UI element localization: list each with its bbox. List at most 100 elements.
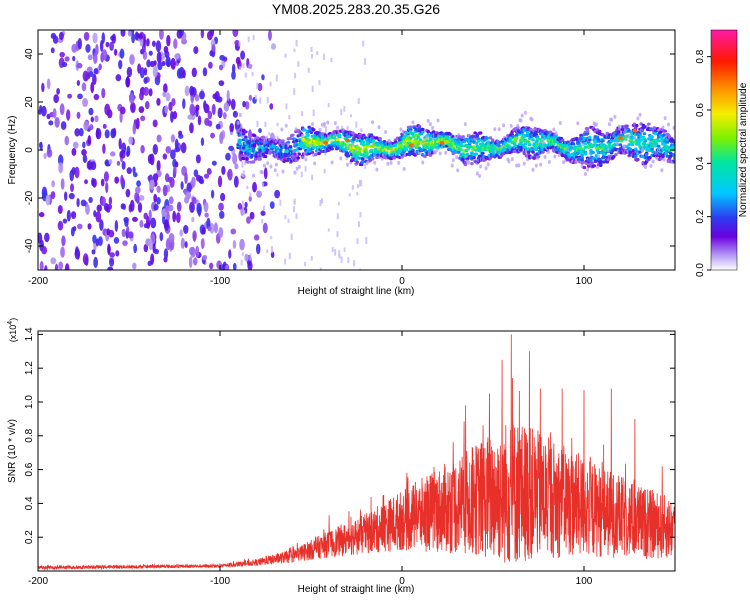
heatmap-cell [428,122,432,127]
heatmap-cell [272,135,276,140]
heatmap-cell [591,150,595,155]
heatmap-cell [251,146,256,151]
heatmap-cell [193,46,199,55]
heatmap-cell [264,121,267,128]
heatmap-cell [288,252,291,260]
heatmap-cell [212,93,218,100]
heatmap-cell [253,234,260,241]
heatmap-cell [216,260,222,270]
heatmap-cell [269,81,272,87]
heatmap-cell [571,142,576,146]
heatmap-cell [249,211,255,220]
heatmap-cell [48,120,54,126]
y-tick-label: 1.2 [24,361,35,375]
colorbar-gradient [710,29,738,271]
heatmap-cell [514,136,519,140]
heatmap-cell [152,143,159,155]
heatmap-cell [351,185,354,190]
heatmap-cell [148,209,152,221]
heatmap-cell [165,145,172,154]
heatmap-cell [105,181,109,194]
heatmap-cell [597,154,601,159]
heatmap-cell [365,152,369,156]
heatmap-cell [191,176,196,188]
heatmap-cell [210,132,215,139]
heatmap-cell [247,36,250,43]
heatmap-cell [516,123,520,128]
heatmap-cell [256,243,261,255]
heatmap-cell [61,235,66,247]
heatmap-cell [672,154,675,158]
heatmap-cell [586,145,591,149]
heatmap-cell [522,161,526,166]
heatmap-cell [172,111,178,120]
heatmap-cell [52,108,57,119]
heatmap-cell [311,128,316,132]
heatmap-cell [531,138,535,142]
heatmap-cell [534,163,538,168]
heatmap-cell [172,165,177,176]
heatmap-cell [57,154,64,166]
heatmap-cell [241,157,246,161]
heatmap-cell [238,41,241,47]
heatmap-cell [554,135,558,139]
heatmap-cell [249,253,252,261]
heatmap-cell [650,147,654,151]
heatmap-cell [219,132,224,145]
heatmap-cell [242,170,245,178]
heatmap-cell [485,136,489,140]
heatmap-cell [41,246,48,255]
heatmap-cell [583,172,587,177]
heatmap-cell [284,53,287,58]
y-tick-label: 0 [24,147,35,153]
heatmap-cell [260,170,264,175]
heatmap-cell [127,30,132,37]
heatmap-cell [399,127,403,132]
heatmap-cell [468,154,473,158]
heatmap-cell [316,51,319,55]
heatmap-cell [644,164,648,169]
heatmap-cell [188,246,195,256]
spectrogram-x-label: Height of straight line (km) [298,286,415,297]
heatmap-cell [232,110,238,118]
heatmap-cell [109,252,116,258]
chart-title: YM08.2025.283.20.35.G26 [272,1,440,17]
heatmap-cell [431,125,435,130]
heatmap-cell [461,135,465,139]
heatmap-cell [393,140,398,144]
heatmap-cell [444,150,448,155]
heatmap-cell [148,50,153,56]
heatmap-cell [198,175,204,184]
heatmap-cell [311,85,314,92]
heatmap-cell [156,134,162,143]
heatmap-cell [640,148,644,153]
heatmap-cell [201,226,206,235]
heatmap-cell [102,123,107,129]
heatmap-cell [652,126,657,130]
heatmap-cell [191,216,195,223]
heatmap-cell [144,101,150,110]
heatmap-cell [595,135,600,139]
heatmap-cell [344,138,350,143]
heatmap-cell [378,136,382,141]
heatmap-cell [407,153,412,157]
heatmap-cell [519,118,523,123]
heatmap-cell [515,163,519,168]
snr-y-label: SNR (10 * v/v) [7,419,18,483]
heatmap-cell [82,97,89,108]
heatmap-cell [85,44,91,53]
heatmap-cell [580,156,584,160]
heatmap-cell [273,168,277,173]
heatmap-cell [519,148,523,152]
heatmap-cell [444,144,449,148]
heatmap-cell [133,243,138,254]
heatmap-cell [56,87,60,95]
heatmap-cell [107,266,114,270]
heatmap-cell [323,53,326,60]
heatmap-cell [547,159,551,164]
heatmap-cell [59,51,65,58]
heatmap-cell [64,191,68,202]
heatmap-cell [365,237,368,245]
heatmap-cell [411,120,415,125]
heatmap-cell [170,134,176,143]
